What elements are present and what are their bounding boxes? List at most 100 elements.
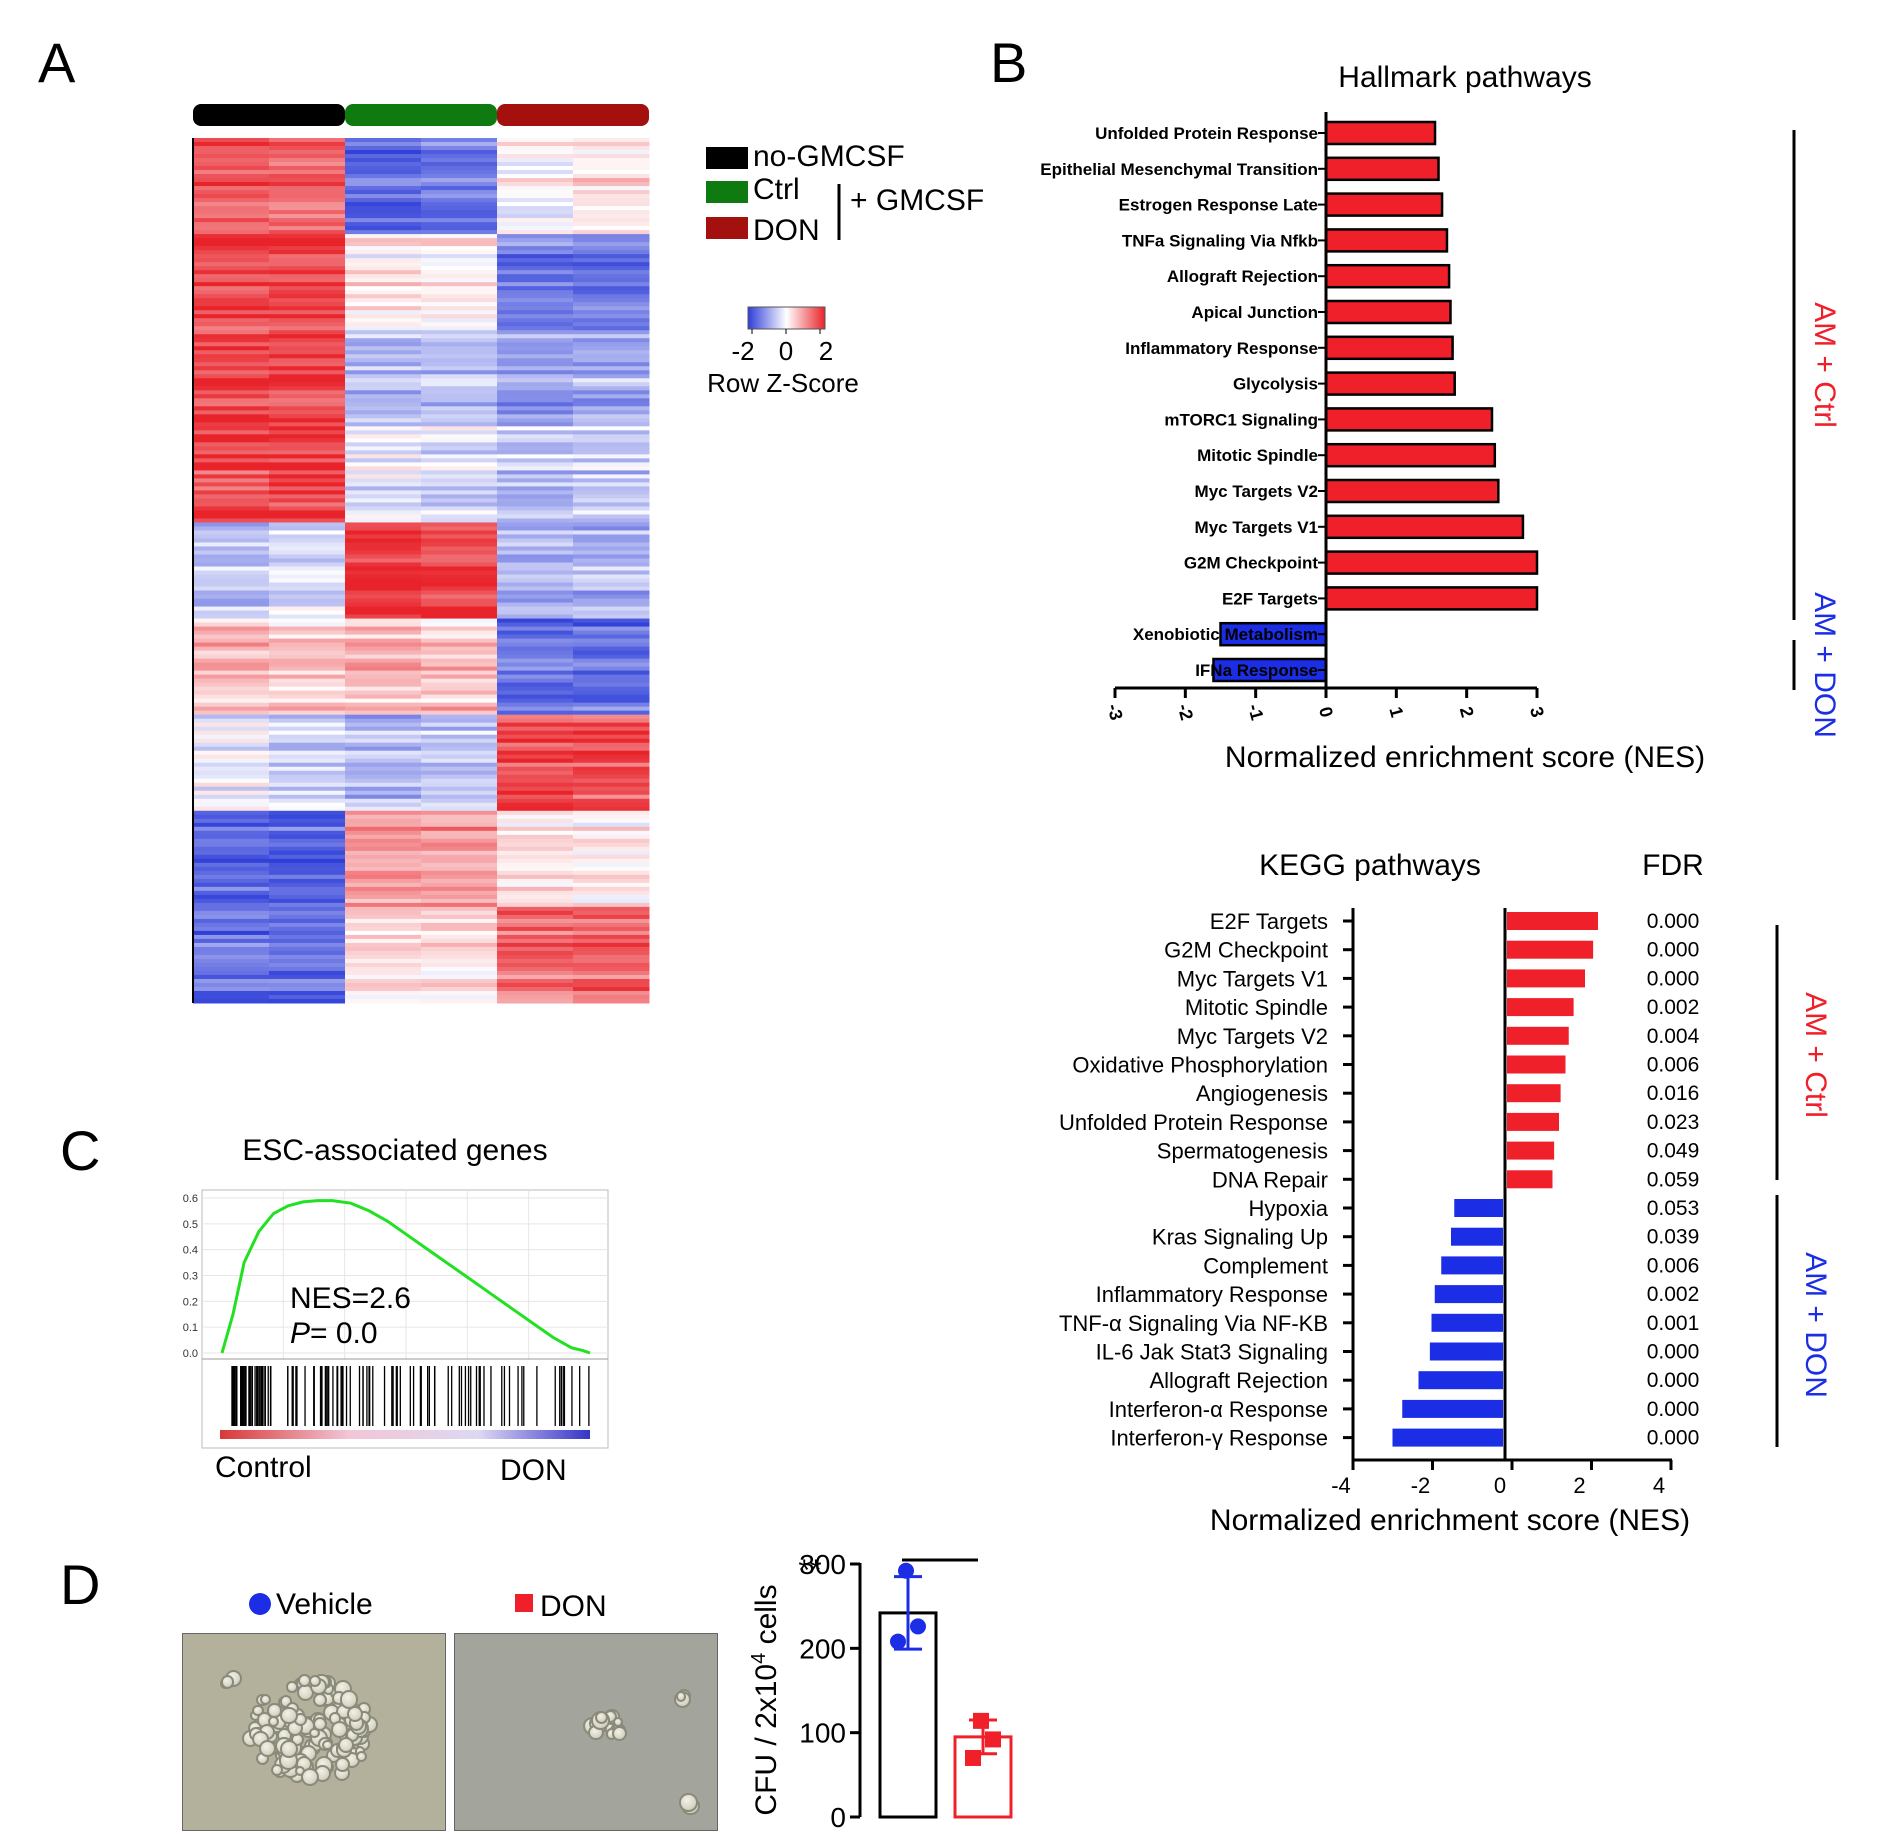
heatmap-cell (193, 898, 270, 904)
heatmap-cell (497, 406, 574, 411)
heatmap-cell (497, 590, 574, 596)
heatmap-cell (269, 758, 346, 764)
heatmap-cell (193, 654, 270, 660)
heatmap-cell (573, 738, 650, 744)
heatmap-cell (421, 162, 498, 167)
heatmap-cell (421, 530, 498, 535)
heatmap-cell (573, 218, 650, 223)
heatmap-cell (497, 294, 574, 299)
heatmap-cell (269, 386, 346, 391)
heatmap-cell (421, 990, 498, 996)
heatmap-cell (345, 482, 422, 487)
heatmap-cell (421, 238, 498, 243)
heatmap-cell (421, 266, 498, 271)
heatmap-cell (573, 586, 650, 592)
heatmap-cell (573, 674, 650, 680)
heatmap-cell (573, 198, 650, 203)
heatmap-cell (269, 578, 346, 584)
heatmap-cell (497, 682, 574, 688)
heatmap-cell (345, 366, 422, 371)
heatmap-cell (269, 350, 346, 355)
gsea-y-tick-label: 0.4 (183, 1245, 198, 1257)
heatmap-cell (573, 206, 650, 211)
heatmap-cell (269, 602, 346, 608)
heatmap-cell (345, 950, 422, 956)
heatmap-cell (269, 498, 346, 503)
heatmap-cell (269, 630, 346, 636)
heatmap-cell (573, 454, 650, 459)
heatmap-cell (193, 814, 270, 820)
heatmap-cell (497, 578, 574, 584)
heatmap-cell (269, 650, 346, 656)
heatmap-cell (269, 870, 346, 876)
heatmap-cell (193, 902, 270, 908)
heatmap-cell (573, 214, 650, 219)
gsea-grid (282, 1190, 530, 1359)
heatmap-cell (193, 646, 270, 652)
gsea-y-tick-label: 0.0 (183, 1348, 198, 1360)
heatmap-cell (269, 202, 346, 207)
heatmap-cell (345, 638, 422, 644)
heatmap-cell (193, 446, 270, 451)
gsea-nes-text: NES=2.6 (290, 1282, 411, 1315)
heatmap-cell (573, 306, 650, 311)
heatmap-cell (497, 234, 574, 239)
heatmap-cell (497, 594, 574, 600)
heatmap-cell (269, 474, 346, 479)
heatmap-cell (421, 734, 498, 740)
heatmap-cell (421, 326, 498, 331)
heatmap-cell (193, 410, 270, 415)
heatmap-cell (573, 938, 650, 944)
heatmap-cell (269, 642, 346, 648)
heatmap-cell (497, 386, 574, 391)
heatmap-cell (269, 326, 346, 331)
heatmap-cell (269, 610, 346, 616)
heatmap-cell (193, 562, 270, 567)
heatmap-cell (573, 858, 650, 864)
heatmap-cell (497, 306, 574, 311)
heatmap-cell (573, 402, 650, 407)
heatmap-cell (421, 362, 498, 367)
heatmap-cell (573, 250, 650, 255)
heatmap-cell (269, 346, 346, 351)
heatmap-cell (421, 438, 498, 443)
heatmap-cell (421, 666, 498, 672)
kegg-x-tick-label: 4 (1653, 1473, 1665, 1498)
heatmap-cell (573, 314, 650, 319)
heatmap-cell (497, 746, 574, 752)
heatmap-cell (573, 434, 650, 439)
heatmap-cell (269, 510, 346, 515)
heatmap-cell (421, 342, 498, 347)
heatmap-cell (573, 262, 650, 267)
heatmap-cell (345, 562, 422, 567)
heatmap-cell (345, 550, 422, 555)
heatmap-cell (573, 334, 650, 339)
heatmap-cell (269, 534, 346, 539)
heatmap-cell (193, 702, 270, 708)
heatmap-cell (573, 666, 650, 672)
heatmap-cell (269, 814, 346, 820)
heatmap-cell (193, 166, 270, 171)
heatmap-cell (497, 278, 574, 283)
heatmap-cell (269, 710, 346, 716)
heatmap-cell (497, 842, 574, 848)
heatmap-cell (345, 494, 422, 499)
heatmap-cell (497, 674, 574, 680)
heatmap-cell (269, 194, 346, 199)
heatmap-cell (573, 266, 650, 271)
heatmap-cell (345, 830, 422, 836)
heatmap-cell (573, 798, 650, 804)
heatmap-cell (269, 614, 346, 620)
heatmap-cell (345, 714, 422, 720)
heatmap-cell (269, 874, 346, 880)
heatmap-cell (269, 454, 346, 459)
heatmap-cell (497, 530, 574, 535)
heatmap-cell (269, 698, 346, 704)
heatmap-cell (345, 946, 422, 952)
heatmap-cell (269, 214, 346, 219)
heatmap-cell (269, 862, 346, 868)
heatmap-cell (193, 326, 270, 331)
heatmap-cell (269, 918, 346, 924)
heatmap-cell (573, 390, 650, 395)
heatmap-cell (421, 474, 498, 479)
